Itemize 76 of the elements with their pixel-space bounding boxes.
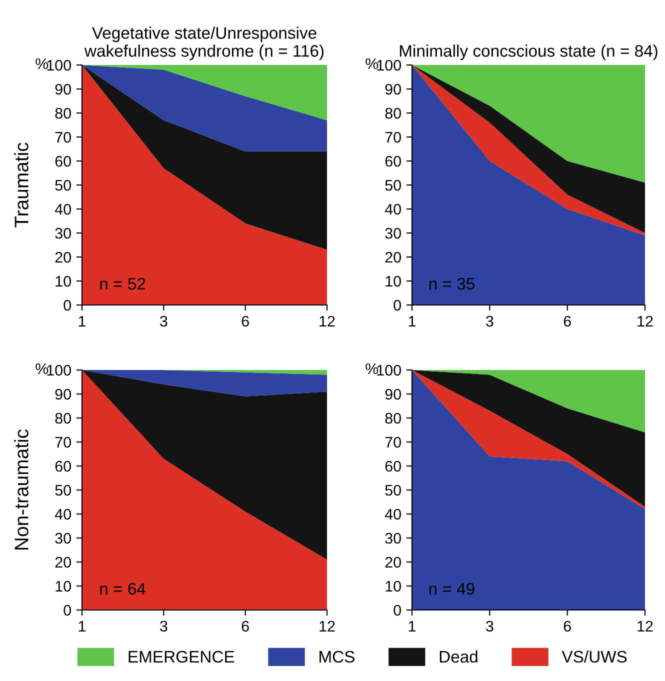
y-tick-label: 30 bbox=[55, 228, 71, 239]
y-tick-label: 30 bbox=[55, 532, 71, 544]
y-tick-label: 50 bbox=[385, 484, 401, 496]
legend-label: VS/UWS bbox=[562, 650, 627, 663]
y-tick-label: 90 bbox=[385, 84, 401, 95]
y-axis-title: % bbox=[366, 58, 378, 70]
chart-title: Minimally concscious state (n = 84) bbox=[400, 44, 658, 60]
y-tick-label: 0 bbox=[394, 300, 401, 311]
y-tick-label: 0 bbox=[64, 300, 71, 311]
y-tick-label: 20 bbox=[385, 252, 401, 263]
x-tick-label: 6 bbox=[564, 620, 571, 632]
y-tick-label: 90 bbox=[55, 84, 71, 95]
x-tick-label: 3 bbox=[160, 620, 168, 632]
annotation: n = 49 bbox=[429, 582, 474, 595]
text: Traumatic bbox=[14, 142, 28, 228]
y-tick-label: 80 bbox=[385, 108, 401, 119]
y-tick-label: 90 bbox=[385, 388, 401, 400]
x-tick-label: 1 bbox=[408, 316, 416, 326]
x-tick-label: 3 bbox=[486, 620, 494, 632]
y-tick-label: 20 bbox=[55, 556, 71, 568]
x-tick-label: 6 bbox=[564, 316, 571, 327]
y-tick-label: 0 bbox=[64, 604, 71, 616]
y-tick-label: 0 bbox=[394, 604, 401, 616]
text: Non-traumatic bbox=[14, 429, 28, 550]
x-tick-label: 12 bbox=[320, 620, 335, 632]
annotation: n = 35 bbox=[429, 278, 474, 290]
y-tick-label: 70 bbox=[55, 436, 71, 448]
x-tick-label: 3 bbox=[486, 316, 494, 327]
legend-label: EMERGENCE bbox=[128, 650, 234, 663]
x-tick-label: 1 bbox=[78, 620, 86, 632]
y-axis-title: % bbox=[36, 363, 48, 374]
y-tick-label: 20 bbox=[55, 252, 71, 263]
y-tick-label: 100 bbox=[377, 60, 401, 71]
legend-label: MCS bbox=[320, 650, 354, 663]
y-axis-title: % bbox=[366, 363, 378, 374]
y-tick-label: 90 bbox=[55, 388, 71, 400]
x-tick-label: 1 bbox=[408, 620, 416, 632]
x-tick-label: 12 bbox=[320, 316, 335, 326]
y-axis-title: % bbox=[36, 58, 48, 70]
y-tick-label: 40 bbox=[54, 508, 71, 520]
y-tick-label: 80 bbox=[55, 412, 71, 424]
y-tick-label: 40 bbox=[54, 204, 71, 215]
y-tick-label: 20 bbox=[385, 556, 401, 568]
chart-title: Vegetative state/Unresponsive wakefulness syndrome (n = 116) bbox=[84, 26, 324, 60]
legend-label: Dead bbox=[440, 650, 478, 663]
y-tick-label: 60 bbox=[55, 156, 71, 167]
y-tick-label: 80 bbox=[385, 412, 401, 424]
y-tick-label: 10 bbox=[56, 580, 71, 592]
y-tick-label: 10 bbox=[386, 580, 401, 592]
y-tick-label: 70 bbox=[55, 132, 71, 143]
y-tick-label: 60 bbox=[385, 156, 401, 167]
y-tick-label: 70 bbox=[385, 132, 401, 143]
y-tick-label: 100 bbox=[47, 364, 71, 376]
y-tick-label: 70 bbox=[385, 436, 401, 448]
y-tick-label: 60 bbox=[385, 460, 401, 472]
x-tick-label: 12 bbox=[638, 620, 653, 632]
y-tick-label: 50 bbox=[385, 180, 401, 191]
x-tick-label: 3 bbox=[160, 316, 168, 327]
x-tick-label: 6 bbox=[242, 316, 249, 327]
annotation: n = 52 bbox=[100, 278, 146, 290]
y-tick-label: 40 bbox=[384, 508, 401, 520]
y-tick-label: 100 bbox=[377, 364, 401, 376]
x-tick-label: 1 bbox=[78, 316, 86, 326]
y-tick-label: 50 bbox=[55, 180, 71, 191]
y-tick-label: 60 bbox=[55, 460, 71, 472]
y-tick-label: 50 bbox=[55, 484, 71, 496]
y-tick-label: 30 bbox=[385, 532, 401, 544]
y-tick-label: 80 bbox=[55, 108, 71, 119]
y-tick-label: 30 bbox=[385, 228, 401, 239]
y-tick-label: 100 bbox=[47, 60, 71, 71]
y-tick-label: 10 bbox=[56, 276, 71, 287]
x-tick-label: 6 bbox=[242, 620, 249, 632]
y-tick-label: 10 bbox=[386, 276, 401, 287]
annotation: n = 64 bbox=[100, 582, 146, 595]
y-tick-label: 40 bbox=[384, 204, 401, 215]
x-tick-label: 12 bbox=[638, 316, 653, 326]
